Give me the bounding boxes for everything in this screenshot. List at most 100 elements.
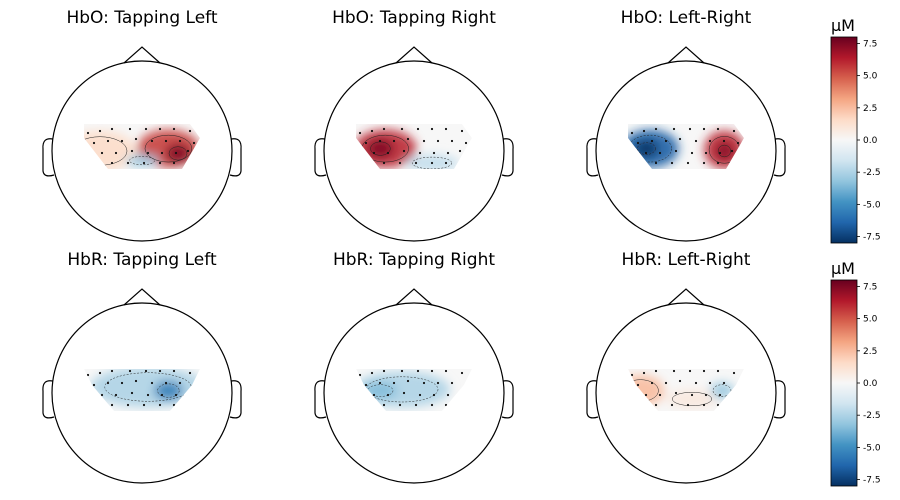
sensor-dot: [414, 161, 418, 165]
contour-line: [168, 146, 188, 161]
sensor-dot: [188, 129, 192, 133]
sensor-dot: [98, 371, 102, 375]
sensor-dot: [674, 149, 678, 153]
left-ear: [42, 380, 55, 419]
panel-title: HbO: Left-Right: [621, 8, 752, 28]
sensor-dot: [630, 131, 634, 135]
sensor-dot: [386, 393, 390, 397]
sensor-field: [84, 369, 200, 411]
head-outline: [323, 60, 505, 242]
sensor-dot: [678, 137, 682, 141]
sensor-dot: [422, 139, 426, 143]
sensor-field: [84, 124, 200, 169]
topomap-panel: HbO: Tapping Left: [42, 8, 242, 242]
sensor-dot: [446, 393, 450, 397]
sensor-dot: [430, 127, 434, 131]
head-outline: [323, 302, 505, 484]
sensor-dot: [460, 129, 464, 133]
sensor-dot: [664, 381, 668, 385]
sensor-dot: [458, 149, 462, 153]
sensor-dot: [658, 393, 662, 397]
sensor-dot: [392, 381, 396, 385]
colorbar-unit: μM: [831, 259, 855, 278]
sensor-dot: [110, 403, 114, 407]
sensor-dot: [86, 373, 90, 377]
nose: [123, 288, 161, 306]
colorbar-tick-label: 0.0: [863, 136, 878, 146]
sensor-dot: [432, 393, 436, 397]
sensor-dot: [382, 161, 386, 165]
colorbar-tick-label: -2.5: [863, 411, 881, 421]
colorbar-tick-label: 0.0: [863, 379, 878, 389]
sensor-dot: [358, 131, 362, 135]
sensor-dot: [730, 391, 734, 395]
sensor-dot: [430, 161, 434, 165]
colorbar: μM 7.5 5.0 2.5 0.0 -2.5 -5.0 -7.5: [830, 259, 881, 487]
sensor-dot: [126, 403, 130, 407]
sensor-dot: [174, 151, 178, 155]
sensor-dot: [644, 393, 648, 397]
sensor-dot: [716, 161, 720, 165]
sensor-dot: [174, 393, 178, 397]
activation-blob: [154, 381, 183, 401]
sensor-dot: [416, 127, 420, 131]
sensor-field: [628, 124, 744, 169]
sensor-dot: [414, 403, 418, 407]
sensor-dot: [690, 393, 694, 397]
sensor-field: [356, 369, 472, 411]
sensor-dot: [106, 139, 110, 143]
sensor-dot: [398, 403, 402, 407]
sensor-dot: [736, 383, 740, 387]
sensor-dot: [158, 403, 162, 407]
sensor-dot: [670, 403, 674, 407]
colorbar-tick-label: 7.5: [863, 39, 877, 49]
sensor-dot: [642, 129, 646, 133]
sensor-dot: [400, 369, 404, 373]
panel-title: HbO: Tapping Left: [66, 8, 217, 28]
sensor-dot: [732, 129, 736, 133]
contour-line: [671, 392, 713, 406]
sensor-dot: [192, 383, 196, 387]
sensor-dot: [642, 371, 646, 375]
sensor-dot: [406, 379, 410, 383]
sensor-dot: [458, 391, 462, 395]
panel-title: HbR: Tapping Right: [333, 250, 495, 270]
topomap-panel: HbR: Tapping Right: [314, 250, 514, 484]
contour-line: [411, 156, 453, 169]
sensor-dot: [386, 151, 390, 155]
sensor-dot: [704, 151, 708, 155]
sensor-dot: [370, 129, 374, 133]
colorbar: μM 7.5 5.0 2.5 0.0 -2.5 -5.0 -7.5: [830, 16, 881, 244]
colorbar-gradient: [830, 36, 858, 244]
sensor-dot: [120, 139, 124, 143]
contour-line: [628, 134, 672, 163]
left-ear: [314, 138, 327, 177]
colorbar-gradient: [830, 279, 858, 487]
sensor-dot: [702, 161, 706, 165]
panel-title: HbR: Left-Right: [622, 250, 751, 270]
head-outline: [51, 302, 233, 484]
sensor-dot: [694, 381, 698, 385]
right-ear: [501, 138, 514, 177]
right-ear: [773, 380, 786, 419]
sensor-dot: [654, 127, 658, 131]
sensor-dot: [178, 381, 182, 385]
sensor-dot: [464, 383, 468, 387]
sensor-dot: [406, 137, 410, 141]
contour-line: [157, 383, 180, 398]
sensor-dot: [402, 391, 406, 395]
sensor-dot: [686, 161, 690, 165]
sensor-dot: [150, 139, 154, 143]
topomap-panel: HbR: Left-Right: [586, 250, 786, 484]
sensor-dot: [670, 161, 674, 165]
sensor-dot: [654, 369, 658, 373]
sensor-dot: [146, 393, 150, 397]
topomap-panel: HbR: Tapping Left: [42, 250, 242, 484]
colorbars: μM 7.5 5.0 2.5 0.0 -2.5 -5.0 -7.5 μM 7.5 5.0 2.5 0.0…: [830, 16, 881, 487]
sensor-dot: [654, 161, 658, 165]
sensor-dot: [732, 371, 736, 375]
sensor-dot: [142, 161, 146, 165]
sensor-dot: [716, 403, 720, 407]
sensor-dot: [444, 369, 448, 373]
colorbar-tick-label: -5.0: [863, 200, 881, 210]
